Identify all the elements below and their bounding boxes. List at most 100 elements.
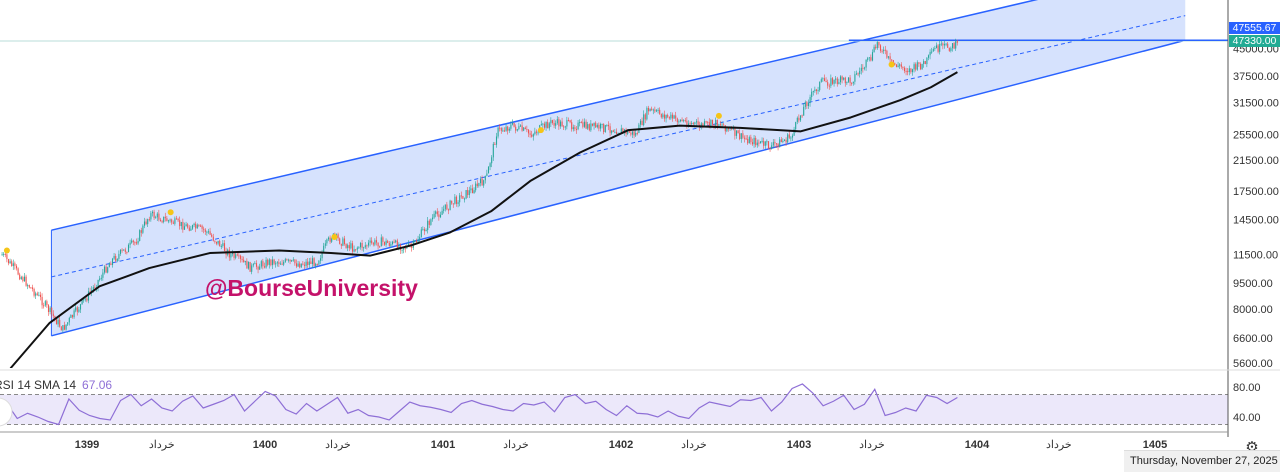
candle <box>119 249 122 254</box>
candle <box>721 124 723 126</box>
candle <box>862 67 864 69</box>
candle <box>303 264 306 266</box>
candle <box>329 237 331 242</box>
candle <box>700 123 702 128</box>
candle <box>910 68 912 73</box>
candle <box>465 190 467 199</box>
candle <box>1 254 3 256</box>
candle <box>955 41 957 49</box>
candle <box>526 129 528 131</box>
candle <box>836 78 838 85</box>
candle <box>183 226 186 230</box>
candle <box>734 127 736 136</box>
candle <box>254 263 256 265</box>
candle <box>500 128 502 131</box>
candle <box>30 287 32 289</box>
candle <box>116 258 118 261</box>
candle <box>383 241 386 245</box>
candle <box>31 287 34 289</box>
time-tick-label: خرداد <box>149 439 175 451</box>
channel-fill <box>51 0 1186 336</box>
candle <box>38 294 40 296</box>
candle <box>815 89 818 91</box>
candle <box>239 255 242 259</box>
candle <box>697 121 699 125</box>
time-tick-label: 1405 <box>1143 439 1167 451</box>
candle <box>875 46 877 49</box>
candle <box>559 121 562 127</box>
candle <box>620 128 622 134</box>
time-tick-label: خرداد <box>503 439 529 451</box>
candle <box>123 249 125 251</box>
event-marker <box>715 112 722 119</box>
candle <box>838 82 840 85</box>
candle <box>542 123 544 125</box>
candle <box>67 322 69 325</box>
candle <box>555 123 557 126</box>
candle <box>852 81 854 84</box>
candle <box>647 107 650 112</box>
candle <box>523 127 525 131</box>
candle <box>259 266 261 270</box>
candle <box>28 285 30 288</box>
candle <box>937 45 939 52</box>
candle <box>212 236 214 241</box>
candle <box>422 229 424 231</box>
candle <box>163 216 165 222</box>
candle <box>940 43 942 45</box>
candle <box>70 314 72 318</box>
candle <box>390 244 392 246</box>
candle <box>118 253 120 259</box>
price-tick-label: 9500.00 <box>1233 278 1273 290</box>
event-marker <box>537 127 544 134</box>
candle <box>745 138 747 140</box>
candle <box>943 44 946 46</box>
candle <box>206 231 208 233</box>
candle <box>580 122 582 124</box>
candle <box>143 221 146 226</box>
candle <box>230 254 232 258</box>
candle <box>611 130 613 133</box>
candle <box>819 81 821 91</box>
candle <box>655 110 658 112</box>
time-tick-label: خرداد <box>681 439 707 451</box>
candle <box>518 126 520 130</box>
candle <box>803 106 805 116</box>
candle <box>174 218 176 224</box>
candle <box>411 246 413 248</box>
candle <box>276 262 278 264</box>
candle <box>102 272 104 278</box>
candle <box>217 240 219 244</box>
candle <box>692 122 694 125</box>
candle <box>729 128 731 130</box>
candle <box>76 307 78 312</box>
candle <box>468 190 470 196</box>
candle <box>524 127 526 130</box>
candle <box>187 224 189 228</box>
candle <box>369 240 371 243</box>
candle <box>4 253 6 255</box>
candle <box>262 261 264 267</box>
candle <box>62 325 64 331</box>
candle <box>548 123 550 129</box>
candle <box>723 124 725 126</box>
candle <box>681 119 683 122</box>
rsi-value: 67.06 <box>82 378 113 392</box>
candle <box>491 157 493 164</box>
candle <box>705 121 707 123</box>
close-price-badge: 47330.00 <box>1229 35 1280 47</box>
candle <box>801 115 803 117</box>
candle <box>39 294 42 297</box>
candle <box>228 249 230 258</box>
candle <box>252 263 254 266</box>
candle <box>582 122 584 127</box>
candle <box>748 137 750 144</box>
candle <box>923 61 925 65</box>
event-marker <box>888 61 895 68</box>
candle <box>782 140 784 143</box>
candle <box>606 124 608 126</box>
candle <box>891 59 893 61</box>
candle <box>137 240 139 244</box>
candle <box>897 65 899 67</box>
